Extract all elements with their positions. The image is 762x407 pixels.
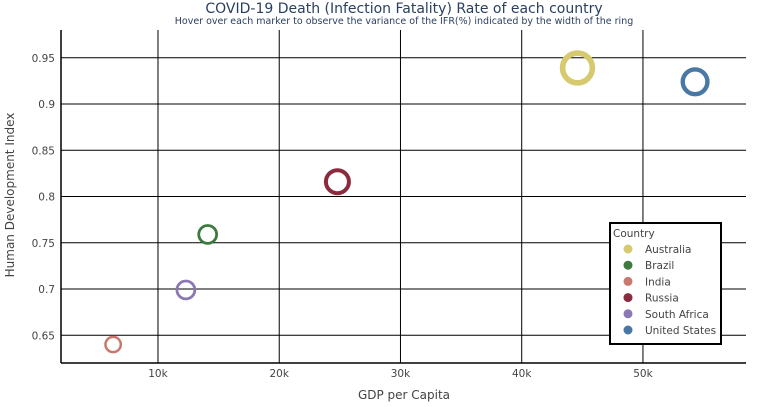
y-tick-label: 0.7: [38, 284, 55, 296]
legend-label-russia: Russia: [645, 293, 679, 305]
x-tick-label: 10k: [148, 368, 168, 380]
y-axis-title: Human Development Index: [3, 113, 17, 278]
marker-south-africa: [177, 281, 195, 299]
x-tick-label: 30k: [391, 368, 411, 380]
legend: Country Australia Brazil India Russia South …: [610, 223, 721, 344]
legend-label-united-states: United States: [645, 325, 716, 337]
marker-brazil: [199, 225, 217, 243]
legend-swatch-australia: [624, 245, 633, 254]
legend-swatch-india: [624, 277, 633, 286]
legend-swatch-russia: [624, 293, 633, 302]
chart-subtitle: Hover over each marker to observe the va…: [175, 16, 634, 27]
y-tick-label: 0.8: [38, 192, 55, 204]
marker-india: [105, 337, 120, 352]
chart-title: COVID-19 Death (Infection Fatality) Rate…: [205, 1, 602, 17]
x-tick-label: 20k: [270, 368, 290, 380]
legend-swatch-brazil: [624, 261, 633, 270]
marker-united-states: [683, 69, 708, 94]
y-tick-label: 0.65: [32, 330, 55, 342]
y-tick-label: 0.75: [32, 238, 55, 250]
legend-title: Country: [613, 228, 655, 240]
legend-label-india: India: [645, 276, 671, 288]
x-axis-title: GDP per Capita: [358, 388, 450, 402]
x-tick-label: 40k: [512, 368, 532, 380]
legend-swatch-south-africa: [624, 309, 633, 318]
y-tick-label: 0.9: [38, 99, 55, 111]
x-tick-label: 50k: [633, 368, 653, 380]
legend-label-south-africa: South Africa: [645, 309, 709, 321]
legend-label-australia: Australia: [645, 244, 691, 256]
legend-swatch-united-states: [624, 326, 633, 335]
y-tick-label: 0.85: [32, 145, 55, 157]
y-tick-label: 0.95: [32, 53, 55, 65]
marker-russia: [326, 170, 349, 193]
legend-label-brazil: Brazil: [645, 260, 674, 272]
